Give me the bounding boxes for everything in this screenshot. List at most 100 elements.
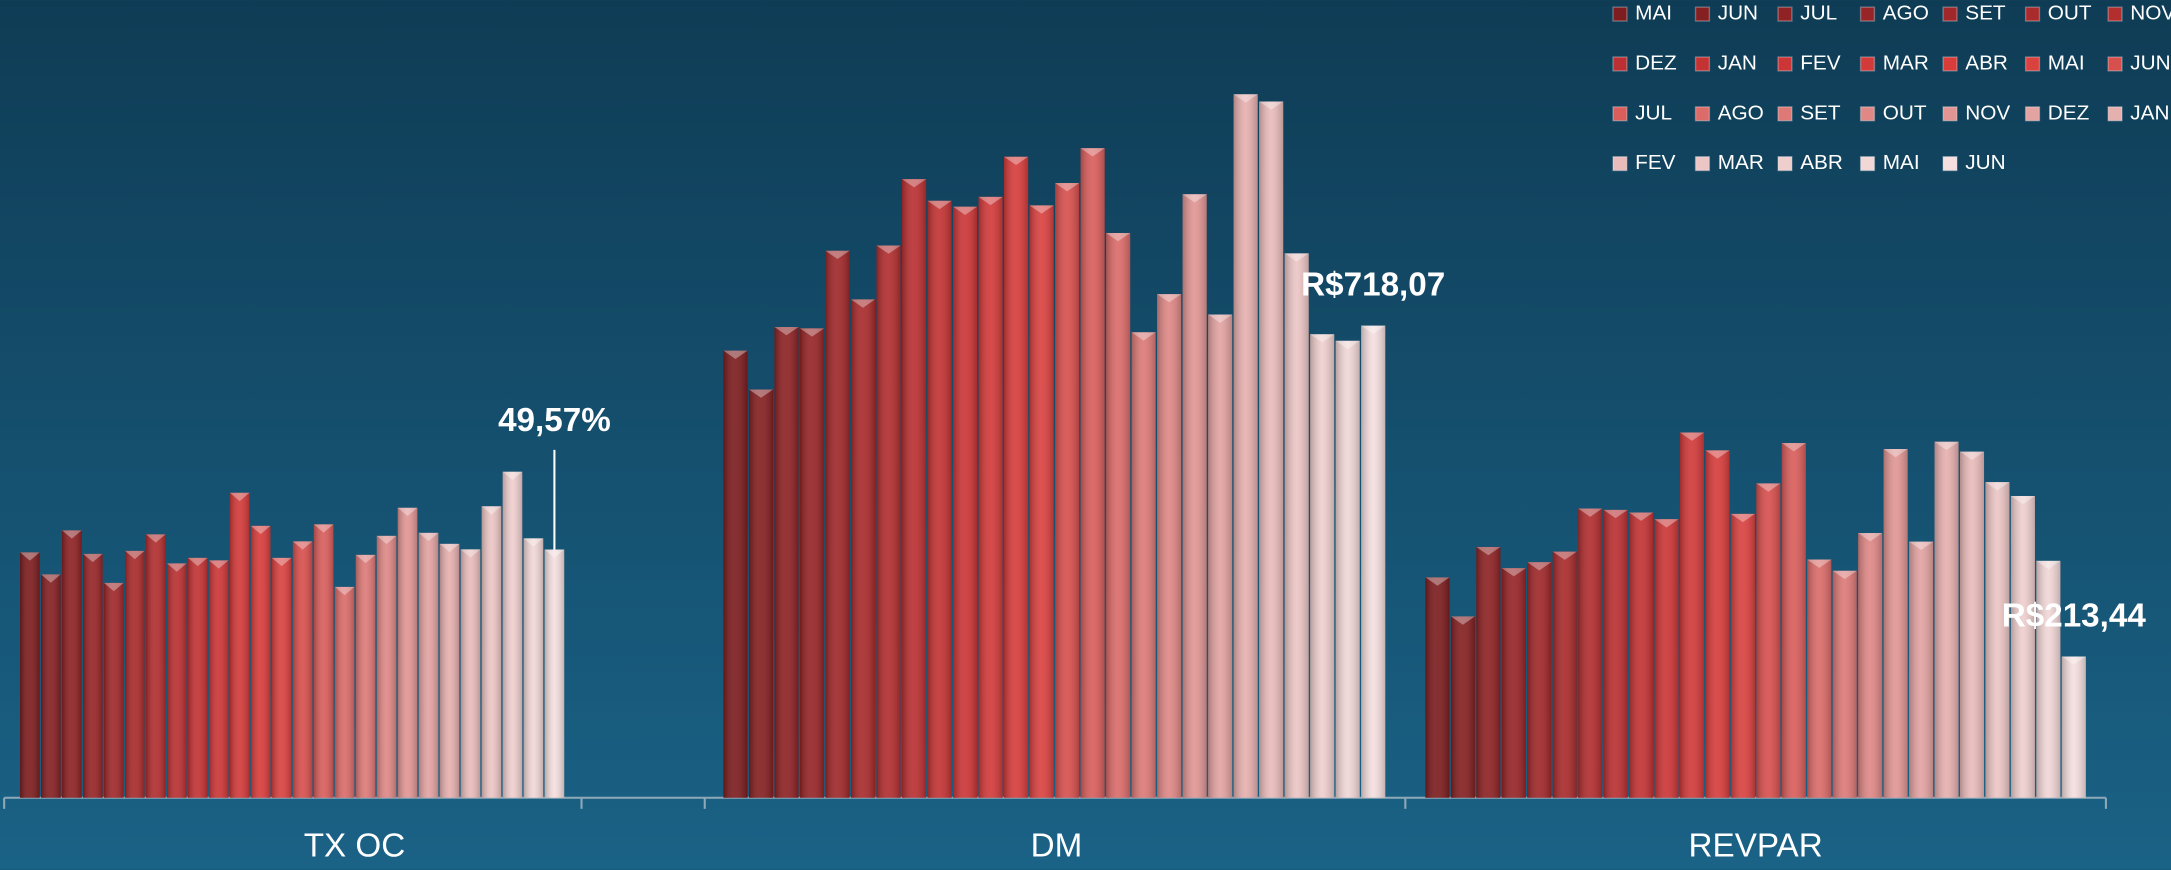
bar-cap [1781,443,1806,452]
bar-shade [397,507,418,798]
bar-cap [1909,541,1934,550]
legend-label: JAN [2130,101,2169,124]
legend-label: ABR [1965,51,2008,74]
bar-shade [355,554,376,798]
bar-cap [1029,205,1054,214]
legend-label: FEV [1800,51,1841,74]
legend-swatch [1612,56,1628,72]
legend-label: JUL [1800,2,1837,25]
bar-cap [292,541,313,550]
legend-label: SET [1800,101,1841,124]
legend-swatch [1859,106,1876,122]
bar-shade [1552,551,1577,798]
legend-swatch [1694,106,1711,122]
bar-shade [166,563,187,798]
bar-shade [62,530,82,798]
bar-shade [418,532,439,798]
bar-cap [1106,232,1131,242]
bar-cap [723,350,748,359]
bar-shade [1310,334,1335,798]
bar-shade [187,557,208,798]
bar-shade [313,524,334,798]
legend-swatch [1694,6,1711,22]
bar-cap [1705,450,1730,459]
bar-shade [1705,450,1730,798]
bar-shade [544,549,565,798]
bar-cap [1527,562,1552,571]
bar-shade [250,525,271,798]
bar-shade [208,560,229,798]
bar-cap [544,549,565,558]
legend-label: OUT [1883,101,1927,124]
legend-label: MAI [1635,2,1672,25]
bar-cap [1259,101,1284,110]
bar-shade [229,492,250,798]
bar-cap [850,299,876,308]
bar-cap [825,250,850,260]
legend-swatch [1859,56,1876,72]
bar-shade [850,299,876,798]
legend-swatch [2024,106,2041,122]
bar-cap [1679,432,1705,441]
bar-cap [1157,294,1182,303]
bar-shade [104,582,124,798]
bar-shade [1335,340,1360,798]
legend-swatch [1694,156,1711,172]
category-label: REVPAR [1689,827,1823,864]
bar-cap [1934,441,1959,451]
bar-cap [1603,509,1628,519]
legend-label: JAN [1718,51,1757,74]
bar-cap [901,179,927,188]
legend-label: DEZ [2048,101,2090,124]
bar-shade [1425,577,1450,798]
bar-cap [774,327,799,336]
bar-cap [418,532,439,542]
bar-cap [953,206,978,215]
bar-shade [1361,325,1386,798]
legend-label: MAR [1883,51,1929,74]
bar-cap [1552,551,1577,560]
bar-shade [1450,616,1475,798]
bar-cap [927,200,952,210]
legend-swatch [2024,6,2041,22]
bar-shade [502,471,523,798]
bar-shade [145,534,166,798]
bar-cap [1450,616,1475,625]
bar-cap [1233,94,1258,103]
legend-swatch [1777,56,1793,72]
bar-shade [2061,656,2086,798]
bar-cap [187,557,208,567]
bar-shade [1934,441,1959,798]
legend-label: MAR [1718,151,1764,174]
bar-cap [1858,533,1883,542]
bar-cap [376,535,397,545]
bar-shade [1476,546,1501,798]
bar-shade [876,245,901,798]
bar-shade [1284,253,1309,798]
bar-shade [124,550,145,798]
bar-shade [292,541,313,798]
legend-label: JUN [1965,151,2005,174]
bar-shade [1578,508,1603,798]
legend-label: MAI [1883,151,1920,174]
bar-shade [523,538,544,798]
legend-label: NOV [1965,101,2010,124]
bar-cap [460,549,481,558]
bar-cap [1730,513,1755,523]
bar-cap [313,524,334,533]
legend-label: NOV [2130,2,2171,25]
bar-shade [1909,541,1934,798]
bar-cap [1883,448,1908,458]
bar-cap [439,543,460,553]
legend-label: AGO [1718,101,1764,124]
bar-cap [1501,568,1526,577]
bar-cap [748,389,774,398]
bar-cap [62,530,82,539]
bar-cap [876,245,901,254]
bar-shade [1654,519,1679,798]
bar-shade [20,552,40,798]
bar-cap [1055,183,1080,192]
legend-label: JUN [1718,2,1758,25]
bar-cap [1832,570,1857,580]
